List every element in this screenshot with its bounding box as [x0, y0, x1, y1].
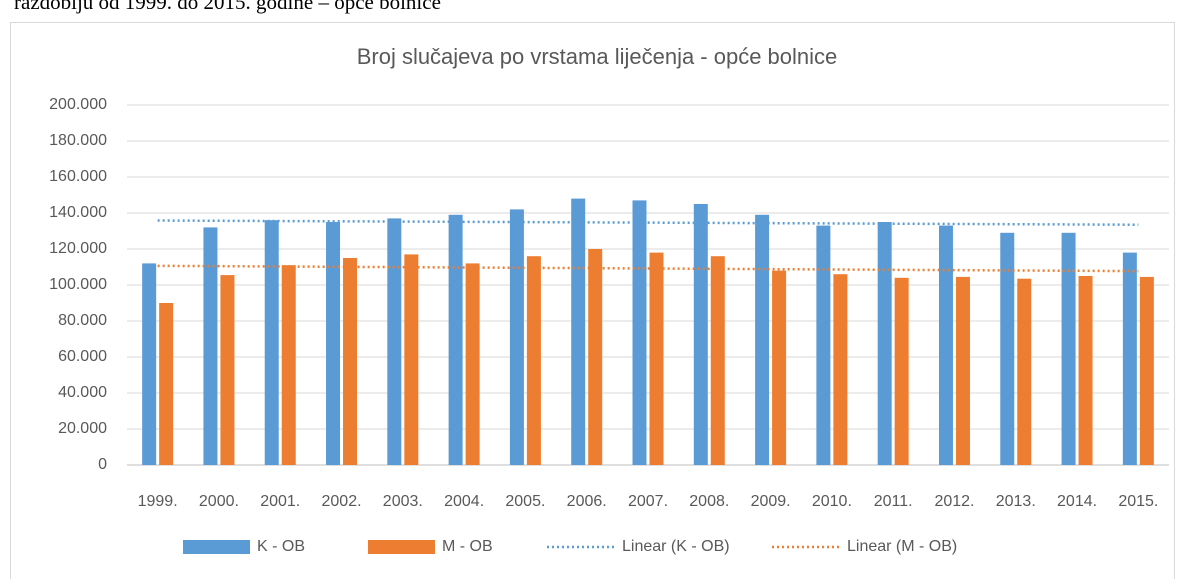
bar: [343, 258, 358, 465]
bar: [816, 225, 831, 465]
caption: razdoblju od 1999. do 2015. godine – opć…: [14, 0, 441, 14]
bar: [955, 276, 970, 465]
bar: [264, 220, 279, 465]
y-tick-label: 200.000: [49, 96, 107, 113]
y-tick-label: 60.000: [58, 348, 107, 365]
bar: [465, 263, 480, 465]
legend-swatch: [183, 540, 250, 554]
bar: [894, 277, 909, 465]
y-tick-label: 180.000: [49, 132, 107, 149]
x-tick-label: 2005.: [505, 493, 545, 510]
bar: [588, 249, 603, 465]
legend-label: K - OB: [257, 538, 305, 555]
y-tick-label: 0: [98, 456, 107, 473]
bar: [693, 204, 708, 465]
legend-label: M - OB: [442, 538, 493, 555]
bar: [1139, 276, 1154, 465]
chart-title: Broj slučajeva po vrstama liječenja - op…: [357, 44, 838, 69]
bar: [1000, 232, 1015, 465]
x-tick-label: 2000.: [199, 493, 239, 510]
x-tick-label: 2012.: [934, 493, 974, 510]
legend-label: Linear (K - OB): [622, 538, 730, 555]
bar: [509, 209, 524, 465]
bar: [632, 200, 647, 465]
trendline: [157, 219, 1139, 227]
bar: [1078, 276, 1093, 465]
y-tick-label: 140.000: [49, 204, 107, 221]
bar: [710, 256, 725, 465]
x-tick-label: 2011.: [874, 493, 913, 510]
trendline: [157, 264, 1139, 273]
y-tick-label: 20.000: [58, 420, 107, 437]
x-tick-label: 2015.: [1118, 493, 1158, 510]
bar: [833, 274, 848, 465]
bar: [1017, 278, 1032, 465]
y-tick-label: 160.000: [49, 168, 107, 185]
bar: [526, 256, 541, 465]
x-tick-label: 2009.: [751, 493, 791, 510]
bar: [1061, 232, 1076, 465]
x-tick-label: 2004.: [444, 493, 484, 510]
bar: [326, 222, 341, 465]
bar: [1122, 252, 1137, 465]
bar: [877, 222, 892, 465]
bar: [142, 263, 157, 465]
x-tick-label: 2001.: [260, 493, 300, 510]
legend-label: Linear (M - OB): [847, 538, 957, 555]
y-tick-label: 120.000: [49, 240, 107, 257]
bar: [772, 270, 787, 465]
x-tick-label: 2010.: [812, 493, 852, 510]
bar: [755, 214, 770, 465]
bar: [387, 218, 402, 465]
bar: [220, 275, 235, 465]
bar: [281, 265, 296, 465]
x-tick-label: 2006.: [567, 493, 607, 510]
bar: [448, 214, 463, 465]
bar: [938, 225, 953, 465]
x-tick-label: 2007.: [628, 493, 668, 510]
chart-border: [10, 22, 1175, 584]
y-tick-label: 80.000: [58, 312, 107, 329]
x-tick-label: 2014.: [1057, 493, 1097, 510]
x-tick-label: 2002.: [322, 493, 362, 510]
bar: [159, 303, 174, 465]
x-tick-label: 1999.: [138, 493, 178, 510]
y-tick-label: 40.000: [58, 384, 107, 401]
bar: [404, 254, 419, 465]
bar: [571, 198, 586, 465]
legend-swatch: [368, 540, 435, 554]
x-tick-label: 2008.: [689, 493, 729, 510]
y-tick-label: 100.000: [49, 276, 107, 293]
x-tick-label: 2013.: [996, 493, 1036, 510]
bar: [203, 227, 218, 465]
x-tick-label: 2003.: [383, 493, 423, 510]
bar: [649, 252, 664, 465]
